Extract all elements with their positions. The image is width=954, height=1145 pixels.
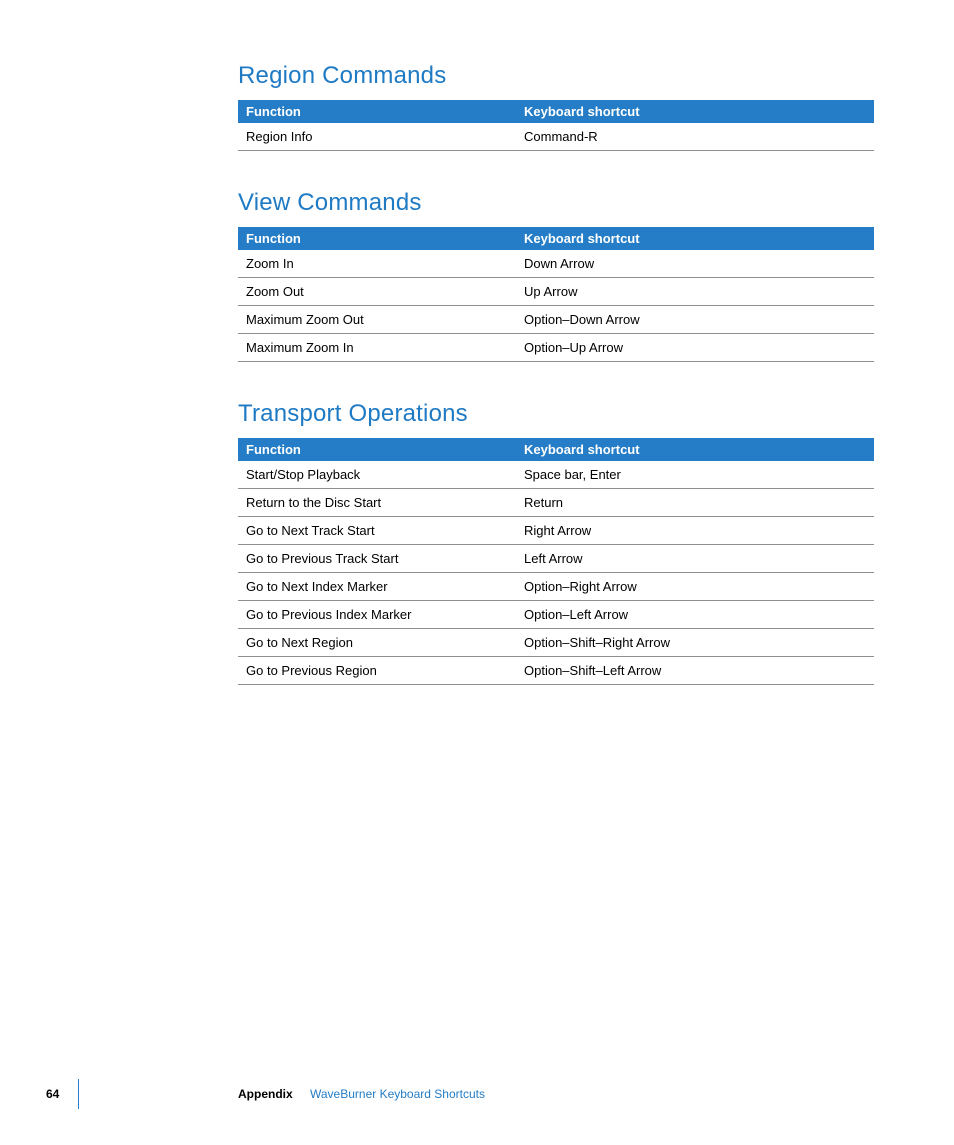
section-title: Region Commands [238, 62, 874, 90]
cell-shortcut: Option–Up Arrow [516, 334, 874, 362]
cell-function: Zoom In [238, 250, 516, 278]
table-row: Maximum Zoom In Option–Up Arrow [238, 334, 874, 362]
cell-function: Region Info [238, 123, 516, 151]
table-row: Go to Previous Track Start Left Arrow [238, 545, 874, 573]
col-function: Function [238, 227, 516, 250]
col-function: Function [238, 438, 516, 461]
table-row: Go to Next Track Start Right Arrow [238, 517, 874, 545]
col-shortcut: Keyboard shortcut [516, 100, 874, 123]
footer-divider [78, 1079, 79, 1109]
table-row: Region Info Command-R [238, 123, 874, 151]
table-region-commands: Function Keyboard shortcut Region Info C… [238, 100, 874, 151]
table-row: Zoom In Down Arrow [238, 250, 874, 278]
page-footer: 64 Appendix WaveBurner Keyboard Shortcut… [0, 1085, 954, 1107]
section-transport-operations: Transport Operations Function Keyboard s… [238, 400, 874, 685]
section-title: Transport Operations [238, 400, 874, 428]
cell-shortcut: Down Arrow [516, 250, 874, 278]
table-header-row: Function Keyboard shortcut [238, 227, 874, 250]
cell-shortcut: Option–Left Arrow [516, 601, 874, 629]
page-number: 64 [46, 1087, 59, 1101]
cell-shortcut: Left Arrow [516, 545, 874, 573]
table-row: Go to Previous Region Option–Shift–Left … [238, 657, 874, 685]
cell-shortcut: Return [516, 489, 874, 517]
col-shortcut: Keyboard shortcut [516, 438, 874, 461]
table-row: Go to Next Region Option–Shift–Right Arr… [238, 629, 874, 657]
footer-appendix-label: Appendix [238, 1087, 293, 1101]
table-row: Go to Next Index Marker Option–Right Arr… [238, 573, 874, 601]
footer-title: WaveBurner Keyboard Shortcuts [310, 1087, 485, 1101]
section-region-commands: Region Commands Function Keyboard shortc… [238, 62, 874, 151]
col-shortcut: Keyboard shortcut [516, 227, 874, 250]
cell-function: Zoom Out [238, 278, 516, 306]
table-row: Return to the Disc Start Return [238, 489, 874, 517]
section-title: View Commands [238, 189, 874, 217]
cell-function: Go to Next Region [238, 629, 516, 657]
table-transport-operations: Function Keyboard shortcut Start/Stop Pl… [238, 438, 874, 685]
cell-shortcut: Option–Down Arrow [516, 306, 874, 334]
cell-function: Go to Previous Region [238, 657, 516, 685]
cell-function: Go to Next Index Marker [238, 573, 516, 601]
cell-function: Return to the Disc Start [238, 489, 516, 517]
cell-shortcut: Command-R [516, 123, 874, 151]
cell-shortcut: Space bar, Enter [516, 461, 874, 489]
cell-function: Go to Next Track Start [238, 517, 516, 545]
cell-shortcut: Option–Right Arrow [516, 573, 874, 601]
table-row: Maximum Zoom Out Option–Down Arrow [238, 306, 874, 334]
table-row: Zoom Out Up Arrow [238, 278, 874, 306]
cell-shortcut: Option–Shift–Right Arrow [516, 629, 874, 657]
cell-function: Maximum Zoom In [238, 334, 516, 362]
cell-function: Go to Previous Index Marker [238, 601, 516, 629]
cell-function: Maximum Zoom Out [238, 306, 516, 334]
cell-shortcut: Right Arrow [516, 517, 874, 545]
table-row: Start/Stop Playback Space bar, Enter [238, 461, 874, 489]
page-content: Region Commands Function Keyboard shortc… [0, 0, 954, 685]
cell-function: Go to Previous Track Start [238, 545, 516, 573]
cell-shortcut: Up Arrow [516, 278, 874, 306]
table-header-row: Function Keyboard shortcut [238, 100, 874, 123]
table-view-commands: Function Keyboard shortcut Zoom In Down … [238, 227, 874, 362]
cell-function: Start/Stop Playback [238, 461, 516, 489]
section-view-commands: View Commands Function Keyboard shortcut… [238, 189, 874, 362]
cell-shortcut: Option–Shift–Left Arrow [516, 657, 874, 685]
table-row: Go to Previous Index Marker Option–Left … [238, 601, 874, 629]
col-function: Function [238, 100, 516, 123]
table-header-row: Function Keyboard shortcut [238, 438, 874, 461]
